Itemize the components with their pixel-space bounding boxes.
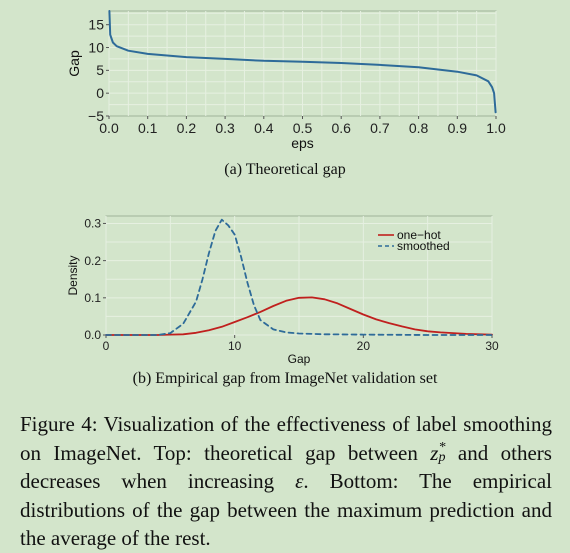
x-tick-label: 30 [485,339,499,353]
y-tick-label: 5 [96,62,104,78]
z-variable: z [430,440,439,465]
x-tick-label: 0.8 [409,120,429,136]
x-axis-label: eps [291,135,314,151]
legend-label: smoothed [397,239,450,253]
figure-caption-middle: and others decreases when increasing [20,440,552,494]
theoretical-gap-chart: 0.0 0.1 0.2 0.3 0.4 0.5 0.6 0.7 0.8 0.9 1.0 −5 0 5 10 1… [66,10,506,151]
x-tick-label: 0.2 [177,120,197,136]
z-superscript: * [438,439,446,455]
y-axis-label: Density [66,255,80,295]
epsilon-symbol: ε [295,469,304,493]
y-axis-label: Gap [66,50,82,77]
x-tick-label: 0.9 [448,120,468,136]
x-tick-label: 0.0 [99,120,119,136]
y-tick-label: 0.2 [84,254,101,268]
y-tick-label: 0.3 [84,217,101,231]
subfigure-caption-a: (a) Theoretical gap [224,161,346,178]
series-line-onehot [105,296,493,336]
empirical-gap-panel: 0 10 20 30 0.0 0.1 0.2 0.3 Gap Density one−hot smoo… [0,208,570,388]
y-tick-label: 0.1 [84,291,101,305]
x-tick-label: 20 [357,339,371,353]
figure-caption-prefix: Figure 4: Visualization of the effective… [20,412,552,465]
figure-caption-suffix: . Bottom: The empirical distributions of… [20,469,552,550]
figure-caption: Figure 4: Visualization of the effective… [20,410,552,553]
x-tick-label: 0.7 [370,120,390,136]
theoretical-gap-panel: 0.0 0.1 0.2 0.3 0.4 0.5 0.6 0.7 0.8 0.9 1.0 −5 0 5 10 1… [0,0,570,190]
x-tick-label: 0.6 [331,120,351,136]
subfigure-caption-b: (b) Empirical gap from ImageNet validati… [132,370,438,387]
x-tick-label: 0.1 [138,120,158,136]
y-tick-label: −5 [88,108,104,124]
series-line-0 [108,10,497,114]
series-line-smoothed [105,218,493,336]
x-tick-label: 0.5 [293,120,313,136]
y-tick-label: 0.0 [84,328,101,342]
x-axis-label: Gap [288,352,311,366]
x-tick-label: 0.4 [254,120,274,136]
x-tick-label: 1.0 [486,120,506,136]
y-tick-label: 10 [88,39,104,55]
x-tick-label: 0.3 [215,120,235,136]
y-tick-label: 0 [96,85,104,101]
z-subscript: p [438,449,446,465]
y-tick-label: 15 [88,17,104,33]
x-tick-label: 0 [103,339,110,353]
z-p-star-symbol: z * p [430,439,446,465]
x-tick-label: 10 [228,339,242,353]
empirical-gap-chart: 0 10 20 30 0.0 0.1 0.2 0.3 Gap Density one−hotsmoo… [66,215,499,366]
legend-label: one−hot [397,228,441,242]
